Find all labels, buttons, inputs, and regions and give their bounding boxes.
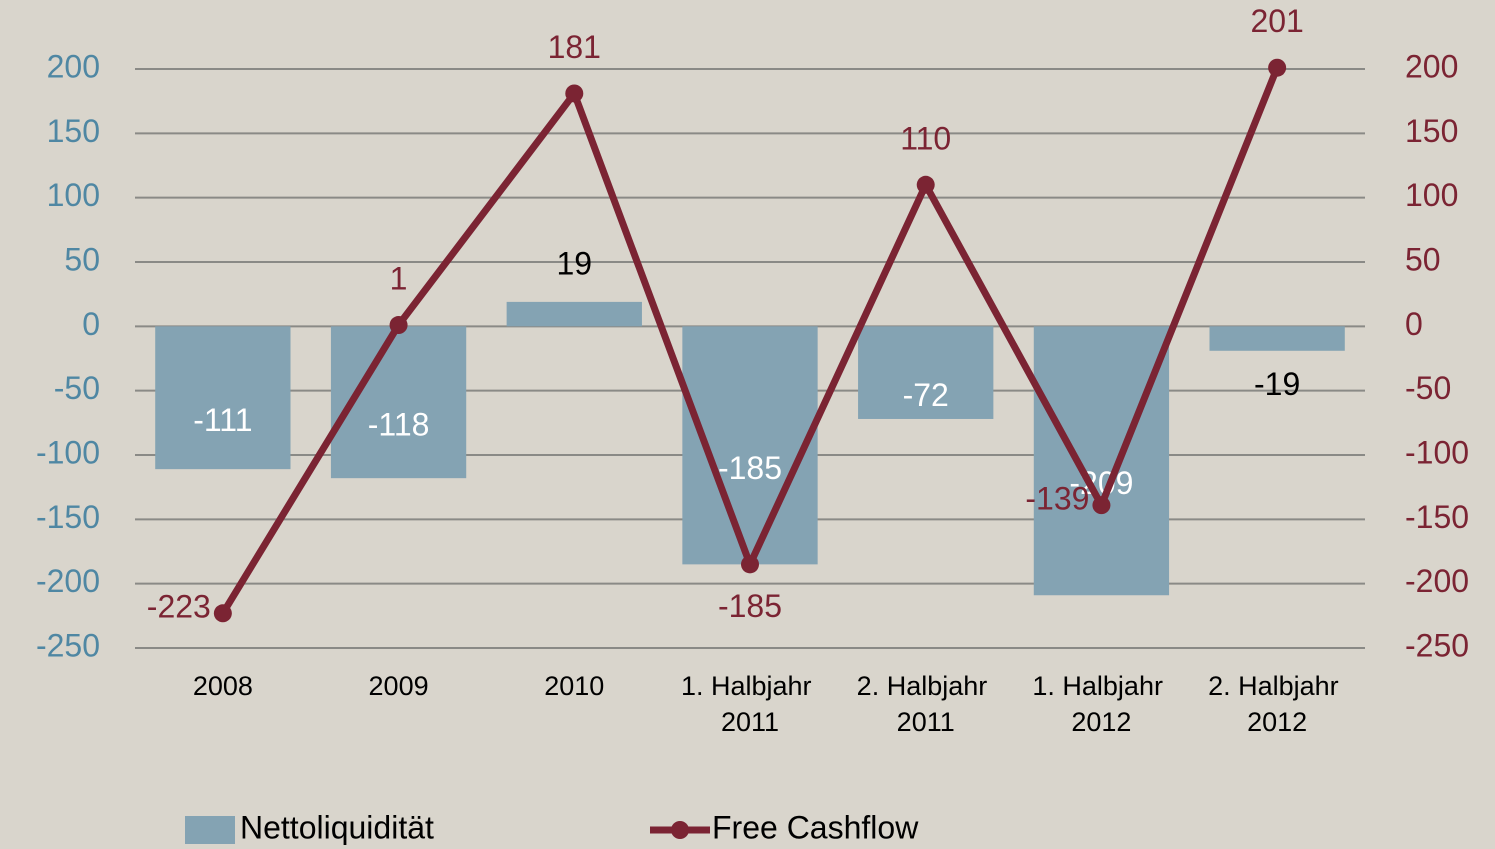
line-value-label: 110 — [900, 120, 951, 156]
line-value-label: -185 — [718, 588, 782, 624]
x-tick-label: 2009 — [369, 671, 429, 701]
y-tick-label: 200 — [47, 48, 100, 84]
y-tick-label: -250 — [36, 627, 100, 663]
bar — [155, 326, 291, 470]
y-tick-label: 0 — [82, 306, 100, 342]
y2-tick-label: -200 — [1405, 563, 1469, 599]
y-tick-label: 50 — [64, 241, 100, 277]
x-tick-line: 2011 — [897, 707, 955, 737]
bar-value-label: -72 — [903, 377, 949, 413]
y-tick-label: -150 — [36, 499, 100, 535]
y-tick-label: 100 — [47, 177, 100, 213]
x-tick-line: 2012 — [1247, 707, 1307, 737]
bar — [506, 301, 642, 327]
bar-value-label: -185 — [718, 450, 782, 486]
line-value-label: -223 — [147, 589, 211, 625]
line-point — [1092, 496, 1111, 515]
x-tick-label: 1. Halbjahr 2011 — [681, 671, 819, 737]
line-point — [389, 316, 408, 335]
legend-swatch — [185, 816, 235, 844]
bar — [858, 326, 994, 419]
legend-label: Free Cashflow — [712, 809, 919, 845]
x-tick-line: 1. Halbjahr — [1032, 671, 1170, 701]
y2-tick-label: -50 — [1405, 370, 1451, 406]
y-tick-label: -50 — [54, 370, 100, 406]
x-tick-label: 2010 — [544, 671, 604, 701]
line-value-label: 1 — [390, 260, 408, 296]
x-tick-line: 2012 — [1071, 707, 1131, 737]
bar — [1033, 326, 1170, 596]
bar-value-label: -118 — [368, 407, 430, 443]
line-point — [213, 604, 232, 623]
bar-value-label: 19 — [556, 245, 592, 281]
bar-value-label: -19 — [1254, 366, 1300, 402]
y-tick-label: 150 — [47, 113, 100, 149]
y2-tick-label: -150 — [1405, 499, 1469, 535]
y2-tick-label: 200 — [1405, 48, 1458, 84]
line-value-label: 201 — [1250, 3, 1303, 39]
y2-tick-label: 50 — [1405, 241, 1441, 277]
y2-tick-label: 100 — [1405, 177, 1458, 213]
line-point — [741, 555, 759, 574]
y2-tick-label: -100 — [1405, 434, 1469, 470]
legend-label: Nettoliquidität — [240, 809, 434, 845]
x-tick-label: 2. Halbjahr 2012 — [1208, 671, 1346, 737]
line-point — [1268, 58, 1287, 77]
y2-tick-label: 0 — [1405, 306, 1423, 342]
legend-swatch — [671, 821, 689, 839]
y-tick-label: -100 — [36, 434, 100, 470]
line-value-label: 181 — [548, 29, 601, 65]
x-tick-line: 1. Halbjahr — [681, 671, 819, 701]
line-value-label: -139 — [1025, 481, 1089, 517]
x-tick-line: 2011 — [721, 707, 779, 737]
x-tick-label: 1. Halbjahr 2012 — [1032, 671, 1170, 737]
y-tick-label: -200 — [36, 563, 100, 599]
x-tick-line: 2. Halbjahr — [1208, 671, 1346, 701]
bar — [1209, 326, 1345, 351]
x-tick-label: 2. Halbjahr 2011 — [857, 671, 995, 737]
bar-value-label: -111 — [193, 402, 252, 438]
x-tick-line: 2. Halbjahr — [857, 671, 995, 701]
y2-tick-label: 150 — [1405, 113, 1458, 149]
line-point — [916, 175, 935, 194]
x-tick-label: 2008 — [193, 671, 253, 701]
y2-tick-label: -250 — [1405, 627, 1469, 663]
line-point — [565, 84, 584, 103]
